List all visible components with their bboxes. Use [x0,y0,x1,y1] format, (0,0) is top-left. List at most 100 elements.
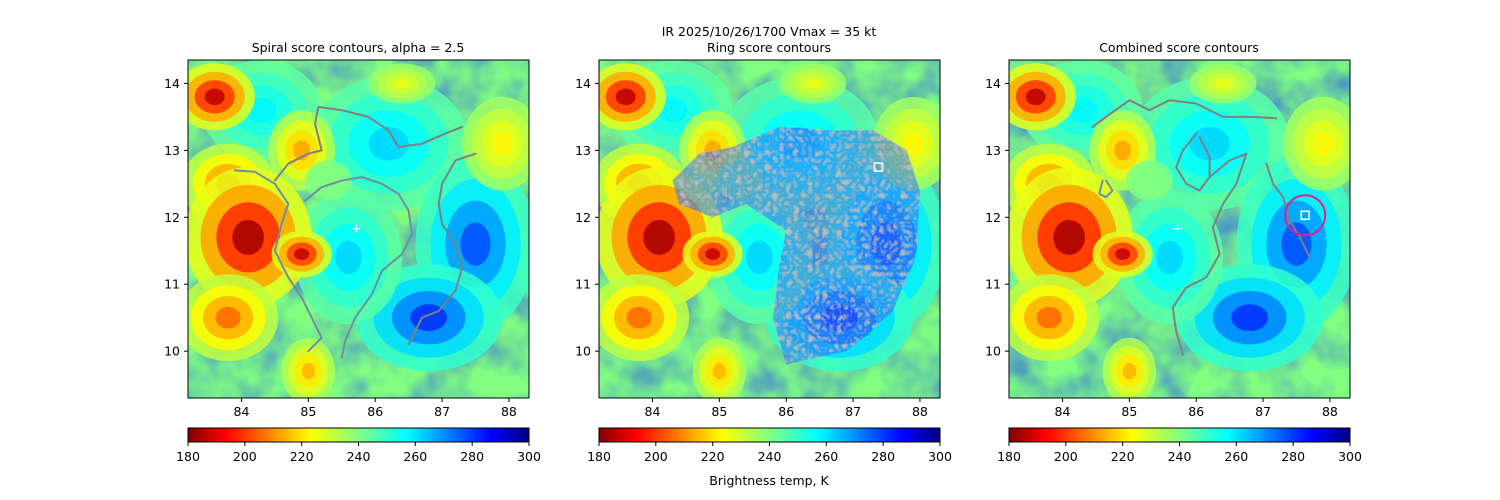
ir-cloud-cell [1231,304,1269,332]
colorbar-ring: 180 200 220 240 260 280 300 [587,427,952,464]
colorbar-tick-label: 280 [1281,449,1305,464]
combined-contour-arc [1171,152,1248,356]
ir-cloud-cell [1189,126,1230,161]
ir-cloud-cell [1281,222,1312,266]
y-tick-label: 11 [164,277,180,292]
ring-score-contours [671,126,921,366]
y-tick-label: 12 [575,210,591,225]
ir-cloud-cell [626,306,652,329]
heatmap-combined [1009,60,1350,398]
ir-cloud-cell [215,306,241,329]
panel-title-ring: Ring score contours [707,40,831,55]
x-tick-label: 84 [645,404,661,419]
storm-center-marker [1173,224,1182,233]
panel-ring: Ring score contours 84 85 86 87 88 101112131… [575,40,952,488]
y-axis-combined: 10 11 12 13 14 [985,76,1009,359]
y-tick-label: 11 [985,277,1001,292]
panel-combined: Combined score contours 84 85 86 87 88 10111… [985,40,1362,464]
colorbar-tick-label: 220 [701,449,725,464]
y-axis-ring: 10 11 12 13 14 [575,76,599,359]
ir-cloud-cell [1214,78,1232,89]
spiral-contour-arc [304,176,413,359]
x-tick-label: 85 [300,404,316,419]
colorbar-tick-label: 280 [460,449,484,464]
spiral-contour-west [233,169,323,353]
y-tick-label: 13 [575,143,591,158]
ir-cloud-cell [1156,240,1183,275]
y-tick-label: 10 [164,344,180,359]
ir-cloud-cell [712,362,727,380]
colorbar-tick-label: 200 [1054,449,1078,464]
ir-cloud-cell [1067,97,1098,123]
score-max-square-marker [873,162,884,172]
x-tick-label: 87 [845,404,861,419]
ir-cloud-cell [301,362,316,380]
x-tick-label: 87 [434,404,450,419]
combined-contour-loop-center [1175,132,1211,192]
x-axis-combined: 84 85 86 87 88 [1055,398,1338,419]
ir-cloud-cell [1114,140,1132,161]
ir-cloud-cell [335,240,362,275]
x-tick-label: 87 [1255,404,1271,419]
storm-center-marker [352,224,361,233]
colorbar-tick-label: 300 [1338,449,1362,464]
x-tick-label: 86 [1188,404,1204,419]
colorbar-tick-label: 180 [587,449,611,464]
combined-contour-loop-left [1098,179,1114,199]
y-tick-label: 10 [985,344,1001,359]
x-tick-label: 86 [778,404,794,419]
ir-cloud-cell [1313,131,1334,156]
x-tick-label: 84 [1055,404,1071,419]
ir-field-spiral [188,60,529,398]
y-tick-label: 13 [985,143,1001,158]
colorbar-gradient [1008,427,1351,443]
colorbar-tick-label: 300 [928,449,952,464]
ir-cloud-cell [1036,306,1062,329]
colorbar-tick-label: 220 [1111,449,1135,464]
axes-frame-combined [1008,59,1351,399]
ir-cloud-cell [492,131,513,156]
y-tick-label: 12 [164,210,180,225]
colorbar-tick-label: 240 [347,449,371,464]
score-max-square-marker [1300,210,1310,221]
y-tick-label: 13 [164,143,180,158]
contour-layer-combined [1091,99,1311,356]
ir-cloud-cell [705,248,721,260]
ir-cloud-cell [746,240,773,275]
ir-cloud-cell [460,222,491,266]
x-tick-label: 85 [711,404,727,419]
heatmap-ring [599,60,940,398]
spiral-contour-central [273,105,464,182]
x-tick-label: 85 [1121,404,1137,419]
colorbar-gradient [187,427,530,443]
figure-suptitle: IR 2025/10/26/1700 Vmax = 35 kt [662,24,877,39]
spiral-contour-east [407,152,477,346]
ir-cloud-cell [804,78,822,89]
colorbar-tick-label: 200 [644,449,668,464]
axes-frame-spiral [187,59,530,399]
y-tick-label: 12 [985,210,1001,225]
colorbar-gradient [598,427,941,443]
marker-layer-spiral [352,224,361,233]
ir-cloud-cell [1115,248,1131,260]
ir-cloud-cell [368,126,409,161]
x-tick-label: 84 [234,404,250,419]
y-tick-label: 10 [575,344,591,359]
combined-contour-north [1091,99,1278,128]
colorbar-tick-label: 240 [1168,449,1192,464]
x-tick-label: 88 [912,404,928,419]
y-axis-spiral: 10 11 12 13 14 [164,76,188,359]
ir-cloud-cell [643,219,676,255]
y-tick-label: 14 [575,76,591,91]
ir-cloud-cell [204,88,225,106]
ir-cloud-cell [1025,88,1046,106]
panel-title-spiral: Spiral score contours, alpha = 2.5 [252,40,465,55]
contour-layer-ring [671,126,921,366]
ir-cloud-cell [615,88,636,106]
colorbar-combined: 180 200 220 240 260 280 300 [997,427,1362,464]
ir-cloud-cell [903,131,924,156]
ir-cloud-cell [657,97,688,123]
ir-cloud-cell [1122,362,1137,380]
colorbar-tick-label: 260 [1224,449,1248,464]
